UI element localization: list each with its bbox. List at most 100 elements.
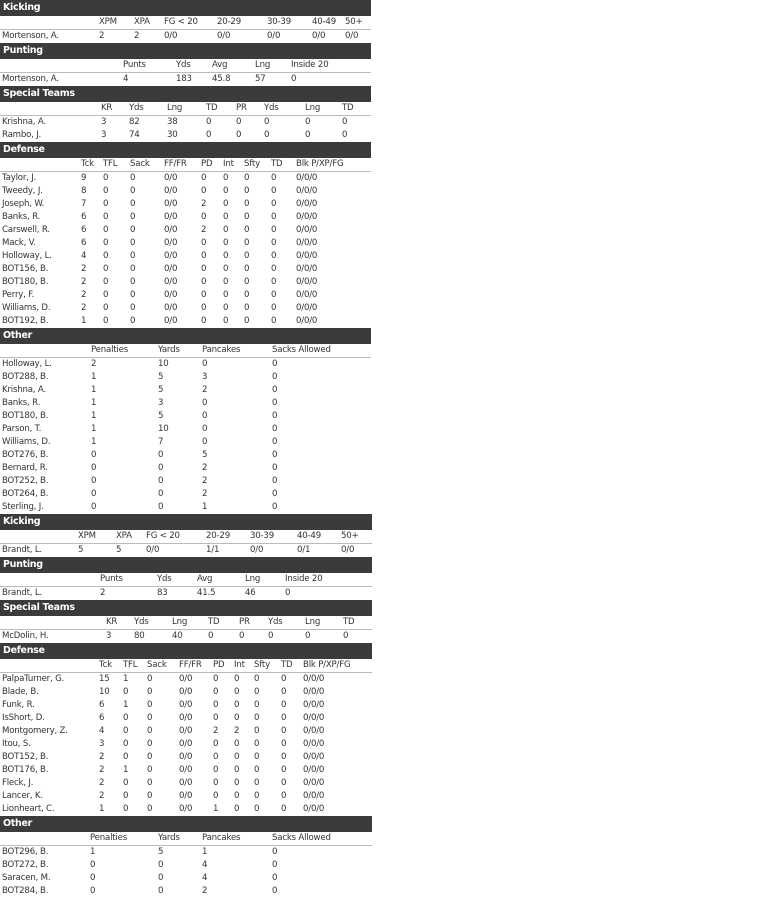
column-header: XPA — [132, 16, 162, 30]
stat-cell: 0 — [271, 303, 277, 313]
stat-cell: 0/0 — [179, 713, 193, 723]
stat-cell: 0 — [201, 316, 207, 326]
stat-cell: 10 — [158, 424, 169, 434]
column-header: TD — [204, 102, 234, 116]
stat-cell: 0 — [103, 199, 109, 209]
stat-cell: 3 — [99, 739, 105, 749]
stat-cell: 0/0/0 — [303, 713, 325, 723]
panel-title: Punting — [0, 43, 371, 59]
panel-title: Kicking — [0, 0, 371, 16]
stat-cell: 0 — [234, 700, 240, 710]
stat-cell: 1 — [123, 765, 129, 775]
stat-cell: 0/0 — [164, 212, 178, 222]
stat-cell: 0 — [201, 212, 207, 222]
stat-cell: 0 — [271, 173, 277, 183]
stat-cell: 0/0 — [345, 31, 359, 41]
player-row: Blade, B. 10 0 0 0/0 0 0 0 0 0/0/0 — [0, 686, 372, 699]
stat-cell: 0 — [213, 700, 219, 710]
stat-cell: 0 — [201, 303, 207, 313]
stat-cell: 0 — [147, 804, 153, 814]
player-name: BOT176, B. — [2, 765, 49, 775]
column-header: Lng — [165, 102, 204, 116]
stats-table: Tck TFL Sack FF/FR PD Int Sfty TD Blk P/XP/FG Pal… — [0, 659, 372, 816]
stats-panel: Kicking XPM XPA FG < 20 20-29 30-39 40-49 50+ Mo… — [0, 0, 371, 43]
stat-cell: 2 — [99, 765, 105, 775]
stats-panel: Defense Tck TFL Sack FF/FR PD Int Sfty TD Blk P/X… — [0, 142, 371, 328]
player-name: BOT180, B. — [2, 277, 49, 287]
stat-cell: 6 — [99, 713, 105, 723]
stat-cell: 0 — [291, 74, 297, 84]
stat-cell: 0 — [272, 489, 278, 499]
stat-cell: 2 — [134, 31, 140, 41]
stat-cell: 0/0 — [164, 173, 178, 183]
stat-cell: 0 — [244, 238, 250, 248]
player-name: Banks, R. — [2, 212, 41, 222]
column-header: FF/FR — [162, 158, 199, 172]
stat-cell: 0 — [130, 186, 136, 196]
player-row: Banks, R. 6 0 0 0/0 0 0 0 0 0/0/0 — [0, 211, 371, 224]
stat-cell: 0 — [281, 804, 287, 814]
stat-cell: 0 — [234, 739, 240, 749]
stat-cell: 0 — [254, 674, 260, 684]
stat-cell: 0 — [103, 277, 109, 287]
stat-cell: 0 — [147, 752, 153, 762]
stat-cell: 0/0 — [179, 739, 193, 749]
stat-cell: 1 — [91, 424, 97, 434]
player-row: Bernard, R. 0 0 2 0 — [0, 462, 371, 475]
stat-cell: 0 — [239, 631, 245, 641]
column-header: 40-49 — [310, 16, 343, 30]
stat-cell: 74 — [129, 130, 140, 140]
stat-cell: 0 — [201, 173, 207, 183]
player-name: Krishna, A. — [2, 117, 46, 127]
stat-cell: 0/0 — [267, 31, 281, 41]
stat-cell: 0 — [123, 778, 129, 788]
player-row: Montgomery, Z. 4 0 0 0/0 2 2 0 0 0/0/0 — [0, 725, 372, 738]
column-header: FG < 20 — [162, 16, 215, 30]
stat-cell: 0 — [281, 778, 287, 788]
stat-cell: 0 — [158, 463, 164, 473]
stat-cell: 2 — [201, 199, 207, 209]
player-row: Rambo, J. 3 74 30 0 0 0 0 0 — [0, 129, 371, 142]
stat-cell: 0 — [236, 130, 242, 140]
stats-table: Punts Yds Avg Lng Inside 20 Mortenson, A. 4 183… — [0, 59, 371, 86]
stat-cell: 0 — [281, 726, 287, 736]
stat-cell: 0/0/0 — [303, 674, 325, 684]
stat-cell: 0/0 — [179, 791, 193, 801]
player-row: BOT176, B. 2 1 0 0/0 0 0 0 0 0/0/0 — [0, 764, 372, 777]
stat-cell: 0 — [130, 303, 136, 313]
stat-cell: 9 — [81, 173, 87, 183]
player-row: Itou, S. 3 0 0 0/0 0 0 0 0 0/0/0 — [0, 738, 372, 751]
stat-cell: 0/0/0 — [303, 700, 325, 710]
stat-cell: 2 — [99, 31, 105, 41]
player-row: Perry, F. 2 0 0 0/0 0 0 0 0 0/0/0 — [0, 289, 371, 302]
stat-cell: 10 — [99, 687, 110, 697]
stats-panel: Punting Punts Yds Avg Lng Inside 20 Mortenson,… — [0, 43, 371, 86]
stat-cell: 1 — [91, 385, 97, 395]
player-name: McDolin, H. — [2, 631, 49, 641]
player-row: Lionheart, C. 1 0 0 0/0 1 0 0 0 0/0/0 — [0, 803, 372, 816]
stat-cell: 0 — [244, 199, 250, 209]
stats-table: Penalties Yards Pancakes Sacks Allowed BOT29… — [0, 832, 372, 898]
stat-cell: 0 — [103, 251, 109, 261]
stat-cell: 0/0/0 — [296, 316, 318, 326]
stat-cell: 2 — [99, 778, 105, 788]
column-header: Yds — [155, 573, 195, 587]
column-header: Inside 20 — [283, 573, 372, 587]
column-header: Sack — [145, 659, 177, 673]
column-header: PD — [211, 659, 232, 673]
player-name: BOT180, B. — [2, 411, 49, 421]
stat-cell: 0 — [158, 450, 164, 460]
stat-cell: 0/0 — [179, 752, 193, 762]
stat-cell: 183 — [176, 74, 192, 84]
stats-table: Penalties Yards Pancakes Sacks Allowed Hollo… — [0, 344, 371, 514]
panel-title: Other — [0, 328, 371, 344]
stat-cell: 0/0 — [179, 687, 193, 697]
stat-cell: 0 — [213, 687, 219, 697]
stat-cell: 0/0/0 — [296, 238, 318, 248]
player-row: Brandt, L. 5 5 0/0 1/1 0/0 0/1 0/0 — [0, 544, 372, 558]
column-header: FF/FR — [177, 659, 211, 673]
player-name: Rambo, J. — [2, 130, 42, 140]
stat-cell: 0/0 — [312, 31, 326, 41]
player-row: Williams, D. 1 7 0 0 — [0, 436, 371, 449]
stat-cell: 15 — [99, 674, 110, 684]
